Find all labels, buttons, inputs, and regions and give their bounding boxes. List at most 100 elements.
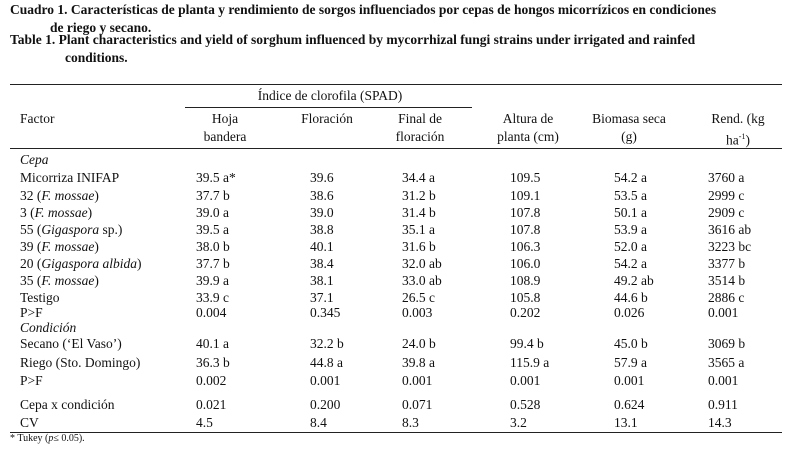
cell: 39.6 — [310, 170, 334, 185]
cell: 39.5 a — [196, 222, 229, 237]
label-text: Testigo — [20, 290, 60, 305]
cell: 3616 ab — [708, 222, 752, 237]
header-text: bandera — [203, 129, 247, 144]
column-header: Hoja — [212, 111, 238, 127]
cell: 14.3 — [708, 415, 732, 430]
cell: 34.4 a — [402, 170, 435, 185]
cell: 0.003 — [402, 305, 433, 320]
cell: 38.4 — [310, 256, 334, 271]
cell: 2999 c — [708, 188, 745, 203]
label-text: Cepa x condición — [20, 397, 115, 412]
cell: 0.345 — [310, 305, 341, 320]
label-text: ) — [94, 239, 99, 254]
column-header: bandera — [204, 129, 247, 145]
cell: 39.8 a — [402, 355, 435, 370]
cell: 0.624 — [614, 397, 645, 412]
cell: 4.5 — [196, 415, 213, 430]
cell: 3377 b — [708, 256, 746, 271]
label-text: Gigaspora — [41, 222, 100, 237]
label-text: F. mossae — [41, 239, 95, 254]
cell: 38.8 — [310, 222, 334, 237]
cell: 3223 bc — [708, 239, 752, 254]
header-text: planta (cm) — [497, 129, 559, 144]
cell: 40.1 a — [196, 336, 229, 351]
cell: 0.001 — [708, 305, 739, 320]
cell: 33.0 ab — [402, 273, 442, 288]
label-text: Gigaspora albida — [41, 256, 138, 271]
caption-line: conditions. — [65, 50, 128, 65]
label-text: 20 ( — [20, 256, 42, 271]
label-text: ) — [137, 256, 142, 271]
cell: 36.3 b — [196, 355, 230, 370]
row-label: 39 (F. mossae) — [20, 239, 99, 255]
cell: 106.0 — [510, 256, 541, 271]
label-text: ) — [94, 273, 99, 288]
cell: 2886 c — [708, 290, 745, 305]
cell: 3.2 — [510, 415, 527, 430]
label-text: F. mossae — [34, 205, 88, 220]
cell: 0.001 — [510, 373, 541, 388]
cell: 3514 b — [708, 273, 746, 288]
label-text: F. mossae — [41, 188, 95, 203]
column-header: floración — [396, 129, 445, 145]
column-header: (g) — [621, 129, 637, 145]
label-text: CV — [20, 415, 39, 430]
cell: 24.0 b — [402, 336, 436, 351]
label-text: ) — [87, 205, 93, 220]
header-text: Hoja — [211, 111, 239, 126]
cell: 49.2 ab — [614, 273, 654, 288]
cell: 38.0 b — [196, 239, 230, 254]
label-text: P>F — [20, 373, 43, 388]
footnote: * Tukey (p≤ 0.05). — [10, 431, 85, 447]
superscript: -1 — [738, 132, 746, 141]
cell: 2909 c — [708, 205, 745, 220]
caption-line: de riego y secano. — [50, 20, 152, 35]
cell: 0.071 — [402, 397, 433, 412]
cell: 0.021 — [196, 397, 227, 412]
cell: 39.0 a — [196, 205, 229, 220]
group-header: Índice de clorofila (SPAD) — [257, 88, 403, 103]
cell: 50.1 a — [614, 205, 647, 220]
group-rule — [185, 107, 472, 108]
cell: 31.6 b — [402, 239, 436, 254]
cell: 54.2 a — [614, 170, 647, 185]
label-text: 55 ( — [20, 222, 42, 237]
cell: 0.001 — [402, 373, 433, 388]
cell: 44.6 b — [614, 290, 648, 305]
header-text: ) — [745, 132, 750, 148]
header-text: floración — [395, 129, 445, 144]
row-label: Riego (Sto. Domingo) — [20, 355, 140, 371]
caption-line: Table 1. Plant characteristics and yield… — [10, 32, 696, 47]
cell: 37.7 b — [196, 256, 230, 271]
cell: 33.9 c — [196, 290, 229, 305]
header-text: (g) — [621, 129, 637, 144]
footnote-text: p — [48, 433, 54, 444]
label-text: 35 ( — [20, 273, 42, 288]
cell: 53.5 a — [614, 188, 647, 203]
cell: 0.026 — [614, 305, 645, 320]
cell: 40.1 — [310, 239, 334, 254]
cell: 8.4 — [310, 415, 327, 430]
cell: 107.8 — [510, 222, 541, 237]
cell: 26.5 c — [402, 290, 435, 305]
label-text: Secano (‘El Vaso’) — [20, 336, 122, 351]
cell: 39.5 a* — [196, 170, 236, 185]
label-text: sp.) — [99, 222, 123, 237]
column-header: Factor — [20, 111, 55, 127]
cell: 0.528 — [510, 397, 541, 412]
column-header: Floración — [301, 111, 353, 127]
cell: 0.202 — [510, 305, 541, 320]
cell: 32.2 b — [310, 336, 344, 351]
top-rule — [10, 84, 782, 85]
footnote-text: * Tukey ( — [10, 433, 49, 444]
column-header: Final de — [398, 111, 442, 127]
cell: 8.3 — [402, 415, 419, 430]
cell: 38.1 — [310, 273, 334, 288]
cell: 0.001 — [708, 373, 739, 388]
header-text: Rend. (kg — [711, 111, 765, 126]
row-label: 32 (F. mossae) — [20, 188, 99, 204]
cell: 39.0 — [310, 205, 334, 220]
cell: 37.1 — [310, 290, 334, 305]
cell: 57.9 a — [614, 355, 647, 370]
cell: 35.1 a — [402, 222, 435, 237]
